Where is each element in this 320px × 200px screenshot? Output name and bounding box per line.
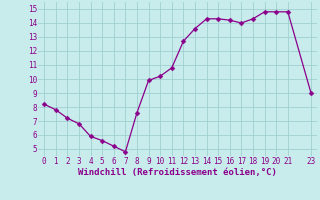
X-axis label: Windchill (Refroidissement éolien,°C): Windchill (Refroidissement éolien,°C) [78, 168, 277, 177]
